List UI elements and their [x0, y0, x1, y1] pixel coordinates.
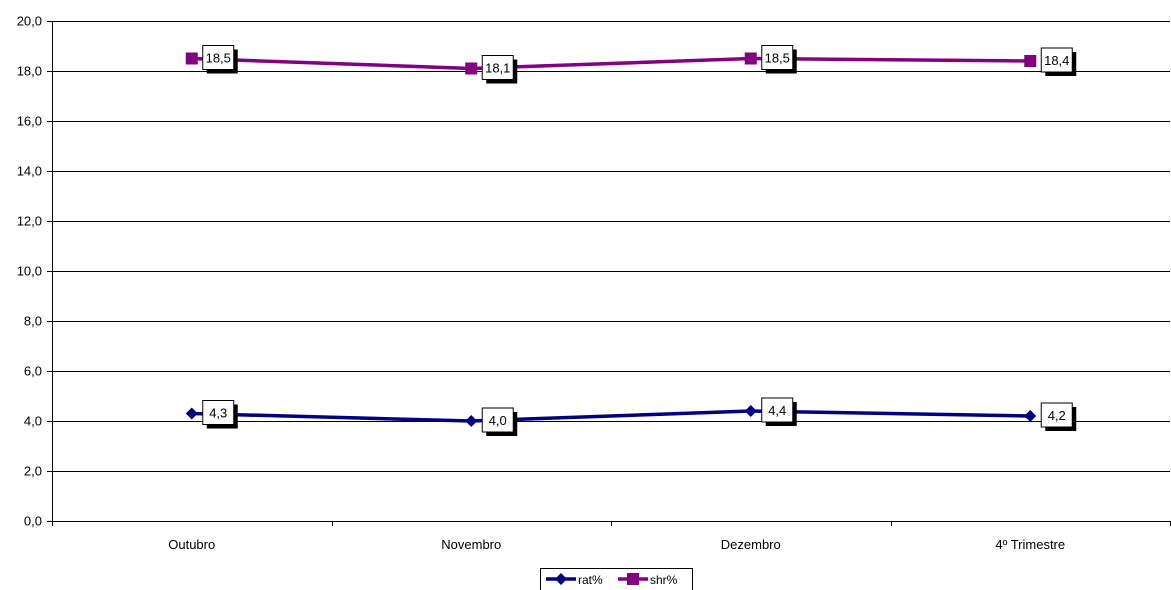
x-tick-label: Outubro [168, 537, 215, 552]
series-group: 4,3 4,0 4,4 4,2 18,5 18,1 18,5 18,4 [185, 45, 1077, 436]
data-label-box [761, 45, 794, 70]
y-tick-label: 10,0 [17, 264, 42, 279]
y-tick-label: 4,0 [24, 414, 42, 429]
series-rat-pct: 4,3 4,0 4,4 4,2 [185, 397, 1077, 436]
x-tick-label: Novembro [441, 537, 501, 552]
legend-box [540, 568, 693, 590]
y-tick-label: 14,0 [17, 164, 42, 179]
legend-label: shr% [650, 573, 678, 587]
data-label: 4,2 [1048, 408, 1066, 423]
data-point [1024, 55, 1037, 67]
data-label-box [481, 55, 514, 80]
data-label: 18,4 [1044, 53, 1069, 68]
data-label-box [1040, 47, 1073, 73]
x-axis: Outubro Novembro Dezembro 4º Trimestre [52, 521, 1171, 552]
data-point [744, 52, 757, 65]
data-label-box [481, 407, 514, 433]
y-tick-label: 0,0 [24, 514, 42, 529]
data-label-box [202, 45, 235, 70]
y-tick-label: 20,0 [17, 14, 42, 29]
data-label-box [1040, 402, 1073, 428]
data-point [744, 405, 757, 417]
data-label: 18,5 [765, 51, 790, 66]
legend-item: shr% [618, 573, 678, 587]
y-tick-label: 12,0 [17, 214, 42, 229]
data-point [1024, 410, 1037, 422]
data-label: 4,4 [768, 403, 786, 418]
y-tick-label: 6,0 [24, 364, 42, 379]
data-point [465, 415, 478, 427]
legend-label: rat% [578, 573, 603, 587]
x-tick-label: 4º Trimestre [995, 537, 1065, 552]
y-tick-label: 18,0 [17, 64, 42, 79]
y-tick-label: 8,0 [24, 314, 42, 329]
series-shr-pct: 18,5 18,1 18,5 18,4 [185, 45, 1077, 84]
y-tick-label: 16,0 [17, 114, 42, 129]
data-label-box [202, 400, 235, 425]
legend-marker [627, 573, 639, 585]
y-axis: 0,0 2,0 4,0 6,0 8,0 10,0 12,0 14,0 16,0 18,0 20,0 [17, 14, 53, 529]
data-label: 18,1 [485, 61, 510, 76]
y-tick-label: 2,0 [24, 464, 42, 479]
gridlines [52, 21, 1170, 472]
data-label: 4,3 [209, 406, 227, 421]
series-line [191, 409, 1031, 423]
data-label: 18,5 [206, 51, 231, 66]
data-point [465, 62, 478, 75]
legend-marker [555, 573, 567, 585]
series-line [191, 56, 1031, 71]
legend-item: rat% [546, 573, 603, 587]
x-tick-label: Dezembro [721, 537, 781, 552]
data-point [185, 407, 198, 420]
legend: rat% shr% [540, 568, 693, 590]
data-label-box [761, 397, 794, 423]
data-point [185, 52, 198, 65]
data-label: 4,0 [489, 413, 507, 428]
